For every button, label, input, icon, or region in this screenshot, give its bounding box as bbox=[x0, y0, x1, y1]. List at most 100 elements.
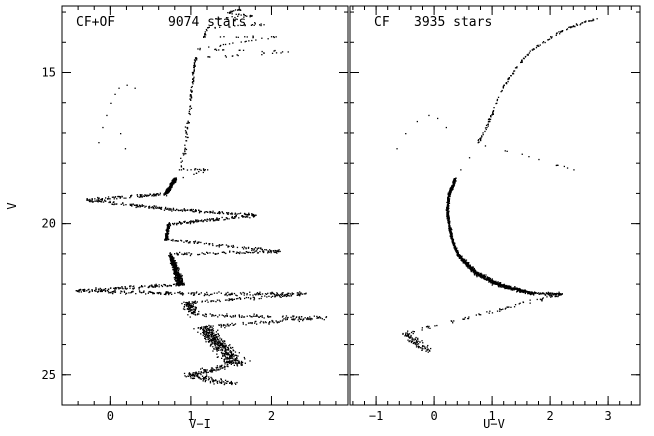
star-point bbox=[104, 290, 107, 293]
star-point bbox=[531, 293, 533, 295]
star-point bbox=[208, 334, 210, 337]
star-point bbox=[406, 332, 408, 334]
star-point bbox=[541, 292, 544, 294]
star-point bbox=[218, 17, 220, 19]
star-point bbox=[415, 341, 418, 343]
star-point bbox=[484, 145, 487, 147]
star-point bbox=[275, 294, 277, 296]
star-point bbox=[193, 70, 195, 72]
star-point bbox=[473, 268, 475, 270]
star-point bbox=[478, 275, 480, 277]
star-point bbox=[229, 355, 231, 357]
star-point bbox=[469, 266, 471, 269]
star-point bbox=[167, 235, 169, 237]
star-point bbox=[311, 318, 313, 320]
star-point bbox=[551, 295, 553, 297]
star-point bbox=[492, 282, 494, 284]
star-point bbox=[413, 339, 415, 341]
star-point bbox=[203, 315, 206, 317]
star-point bbox=[205, 341, 207, 343]
star-point bbox=[194, 301, 196, 303]
star-point bbox=[198, 241, 200, 243]
star-point bbox=[227, 291, 229, 294]
star-point bbox=[152, 286, 154, 288]
star-point bbox=[278, 249, 280, 251]
star-point bbox=[476, 272, 478, 275]
star-point bbox=[209, 382, 212, 384]
star-point bbox=[297, 294, 299, 296]
star-point bbox=[165, 229, 167, 231]
star-point bbox=[166, 227, 169, 229]
star-point bbox=[234, 314, 236, 317]
star-point bbox=[212, 369, 214, 371]
star-point bbox=[205, 371, 207, 373]
star-point bbox=[176, 277, 178, 279]
star-point bbox=[112, 196, 115, 198]
star-point bbox=[402, 332, 404, 335]
star-point bbox=[528, 52, 531, 54]
star-point bbox=[451, 186, 453, 188]
star-point bbox=[454, 179, 456, 181]
star-point bbox=[462, 261, 464, 263]
star-point bbox=[487, 123, 489, 125]
star-point bbox=[166, 231, 168, 234]
star-point bbox=[274, 49, 276, 52]
star-point bbox=[218, 49, 220, 51]
star-point bbox=[229, 382, 231, 384]
star-point bbox=[183, 208, 185, 210]
star-point bbox=[134, 87, 136, 89]
star-point bbox=[190, 220, 192, 222]
star-point bbox=[223, 383, 225, 386]
star-point bbox=[446, 208, 449, 210]
star-point bbox=[572, 25, 575, 27]
star-point bbox=[477, 139, 479, 142]
star-point bbox=[98, 197, 100, 199]
star-point bbox=[539, 298, 542, 300]
star-point bbox=[233, 217, 235, 219]
star-point bbox=[226, 315, 228, 317]
star-point bbox=[410, 340, 413, 343]
star-point bbox=[155, 193, 158, 195]
star-point bbox=[170, 188, 172, 190]
star-point bbox=[235, 355, 238, 357]
star-point bbox=[451, 229, 453, 231]
star-point bbox=[197, 331, 199, 333]
star-point bbox=[573, 169, 575, 171]
star-point bbox=[417, 337, 419, 339]
star-point bbox=[240, 41, 242, 43]
star-point bbox=[300, 316, 303, 318]
star-point bbox=[188, 252, 190, 254]
star-point bbox=[205, 326, 208, 328]
star-point bbox=[169, 252, 171, 254]
star-point bbox=[207, 371, 209, 373]
star-point bbox=[549, 295, 551, 297]
star-point bbox=[178, 273, 181, 275]
star-point bbox=[174, 273, 176, 275]
star-point bbox=[228, 245, 230, 248]
star-point bbox=[228, 43, 231, 45]
star-point bbox=[113, 198, 115, 200]
star-point bbox=[226, 365, 228, 367]
star-point bbox=[193, 67, 195, 69]
star-point bbox=[195, 302, 197, 304]
star-point bbox=[203, 35, 205, 38]
star-point bbox=[168, 227, 170, 229]
star-point bbox=[504, 287, 507, 289]
star-point bbox=[212, 338, 214, 340]
star-point bbox=[417, 343, 420, 345]
star-point bbox=[193, 292, 195, 294]
star-point bbox=[211, 341, 213, 343]
star-point bbox=[248, 251, 250, 253]
star-point bbox=[174, 178, 177, 180]
star-point bbox=[212, 381, 214, 383]
star-point bbox=[448, 200, 450, 203]
star-point bbox=[259, 315, 262, 317]
star-point bbox=[232, 250, 234, 253]
star-point bbox=[188, 311, 190, 313]
star-point bbox=[302, 319, 304, 322]
star-point bbox=[473, 274, 476, 276]
star-point bbox=[170, 183, 172, 185]
star-point bbox=[146, 194, 148, 196]
star-point bbox=[216, 349, 218, 351]
star-point bbox=[144, 206, 146, 208]
